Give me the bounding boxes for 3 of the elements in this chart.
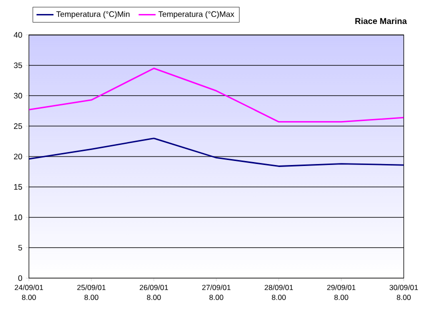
line-series [28,138,404,167]
chart-title: Riace Marina [355,18,407,24]
line-series [28,68,404,123]
